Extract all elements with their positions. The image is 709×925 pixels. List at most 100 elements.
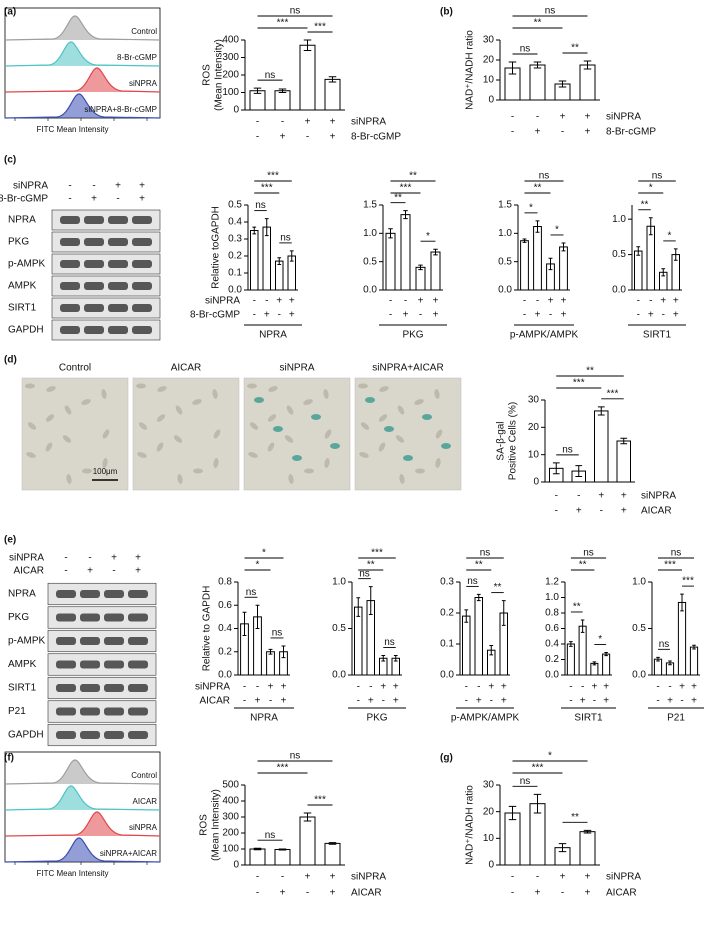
- cell: [249, 422, 259, 430]
- blot-label: PKG: [8, 237, 29, 248]
- bar: [400, 214, 411, 291]
- error-bar: [597, 406, 605, 416]
- blot-sign: -: [88, 553, 91, 564]
- significance-label: *: [262, 548, 266, 559]
- micrograph: [243, 377, 351, 491]
- error-bar: [252, 226, 257, 235]
- blot-band: [128, 707, 148, 716]
- y-axis-label: SA-β-gal: [496, 421, 507, 460]
- y-tick-label: 1.0: [545, 592, 559, 603]
- treatment-sign: -: [523, 310, 526, 321]
- error-bar: [368, 586, 373, 616]
- x-axis-label: p-AMPK/AMPK: [451, 713, 520, 724]
- bar: [474, 597, 483, 676]
- treatment-sign: -: [523, 296, 526, 307]
- significance-label: ***: [532, 763, 544, 774]
- stained-cell: [384, 426, 394, 432]
- treatment-sign: -: [265, 296, 268, 307]
- treatment-sign: -: [569, 682, 572, 693]
- stained-cell: [254, 397, 264, 403]
- blot-band: [128, 731, 148, 739]
- treatment-sign: +: [535, 888, 541, 899]
- y-tick-label: 400: [222, 796, 239, 807]
- stained-cell: [441, 443, 451, 449]
- y-tick-label: 300: [222, 52, 239, 63]
- treatment-name: siNPRA: [606, 872, 641, 883]
- y-tick-label: 0.8: [545, 608, 559, 619]
- y-axis-label: (Mean Intensity): [214, 39, 225, 111]
- y-tick-label: 0: [488, 860, 494, 871]
- cell: [102, 458, 108, 468]
- bar: [462, 615, 471, 676]
- treatment-sign: -: [656, 682, 659, 693]
- significance-label: ns: [480, 548, 491, 559]
- stained-cell: [273, 426, 283, 432]
- treatment-sign: -: [561, 127, 564, 138]
- treatment-name: 8-Br-cGMP: [351, 132, 401, 143]
- cell: [434, 389, 440, 399]
- error-bar: [668, 660, 672, 666]
- significance-label: **: [579, 560, 587, 571]
- error-bar: [328, 842, 337, 845]
- bar: [249, 848, 266, 866]
- blot-label: SIRT1: [8, 303, 37, 314]
- blot-band: [60, 304, 80, 312]
- cell: [46, 386, 56, 392]
- error-bar: [620, 437, 628, 445]
- blot-strip: [47, 723, 157, 747]
- treatment-sign: +: [433, 296, 439, 307]
- y-tick-label: 0.2: [218, 646, 232, 657]
- blot-band: [128, 660, 148, 669]
- flow-xlabel: FITC Mean Intensity: [36, 869, 108, 878]
- cell: [378, 442, 386, 452]
- significance-label: **: [409, 171, 417, 182]
- treatment-sign: +: [585, 127, 591, 138]
- error-bar: [388, 228, 393, 239]
- y-tick-label: 0.5: [228, 200, 242, 211]
- blot-band: [84, 238, 104, 246]
- significance-label: ns: [652, 171, 663, 182]
- blot-band: [56, 660, 76, 669]
- flow-histogram: [4, 41, 161, 67]
- treatment-sign: +: [576, 506, 582, 517]
- treatment-name: siNPRA: [195, 682, 230, 693]
- bar: [299, 816, 316, 866]
- blot-band: [80, 660, 100, 669]
- significance-label: ns: [265, 830, 276, 841]
- treatment-sign: +: [289, 296, 295, 307]
- blot-label: GAPDH: [8, 325, 44, 336]
- stained-cell: [403, 455, 413, 461]
- y-tick-label: 0.3: [440, 577, 454, 588]
- bar: [579, 831, 596, 866]
- cell: [358, 383, 368, 389]
- y-tick-label: 100: [222, 844, 239, 855]
- bar: [689, 646, 699, 676]
- blot-band: [108, 216, 128, 224]
- cell: [175, 405, 183, 415]
- blot-band: [80, 731, 100, 739]
- blot-label: p-AMPK: [8, 259, 46, 270]
- blot-band: [80, 684, 100, 692]
- blot-band: [60, 326, 80, 334]
- treatment-sign: -: [306, 132, 309, 143]
- treatment-sign: -: [536, 296, 539, 307]
- cell: [435, 429, 443, 439]
- blot-label: AMPK: [8, 281, 37, 292]
- y-axis-label: NAD⁺/NADH ratio: [465, 30, 476, 110]
- error-bar: [508, 805, 517, 821]
- panel-label: (f): [4, 753, 14, 764]
- blot-band: [108, 282, 128, 290]
- treatment-sign: -: [281, 117, 284, 128]
- y-axis-label: Relative to GAPDH: [202, 586, 213, 672]
- treatment-sign: +: [560, 112, 566, 123]
- treatment-sign: -: [389, 296, 392, 307]
- treatment-sign: -: [243, 696, 246, 707]
- error-bar: [476, 593, 481, 602]
- blot-band: [60, 260, 80, 268]
- treatment-sign: -: [600, 506, 603, 517]
- cell: [45, 414, 55, 422]
- blot-label: NPRA: [8, 215, 36, 226]
- cell: [248, 452, 258, 458]
- significance-label: **: [534, 183, 542, 194]
